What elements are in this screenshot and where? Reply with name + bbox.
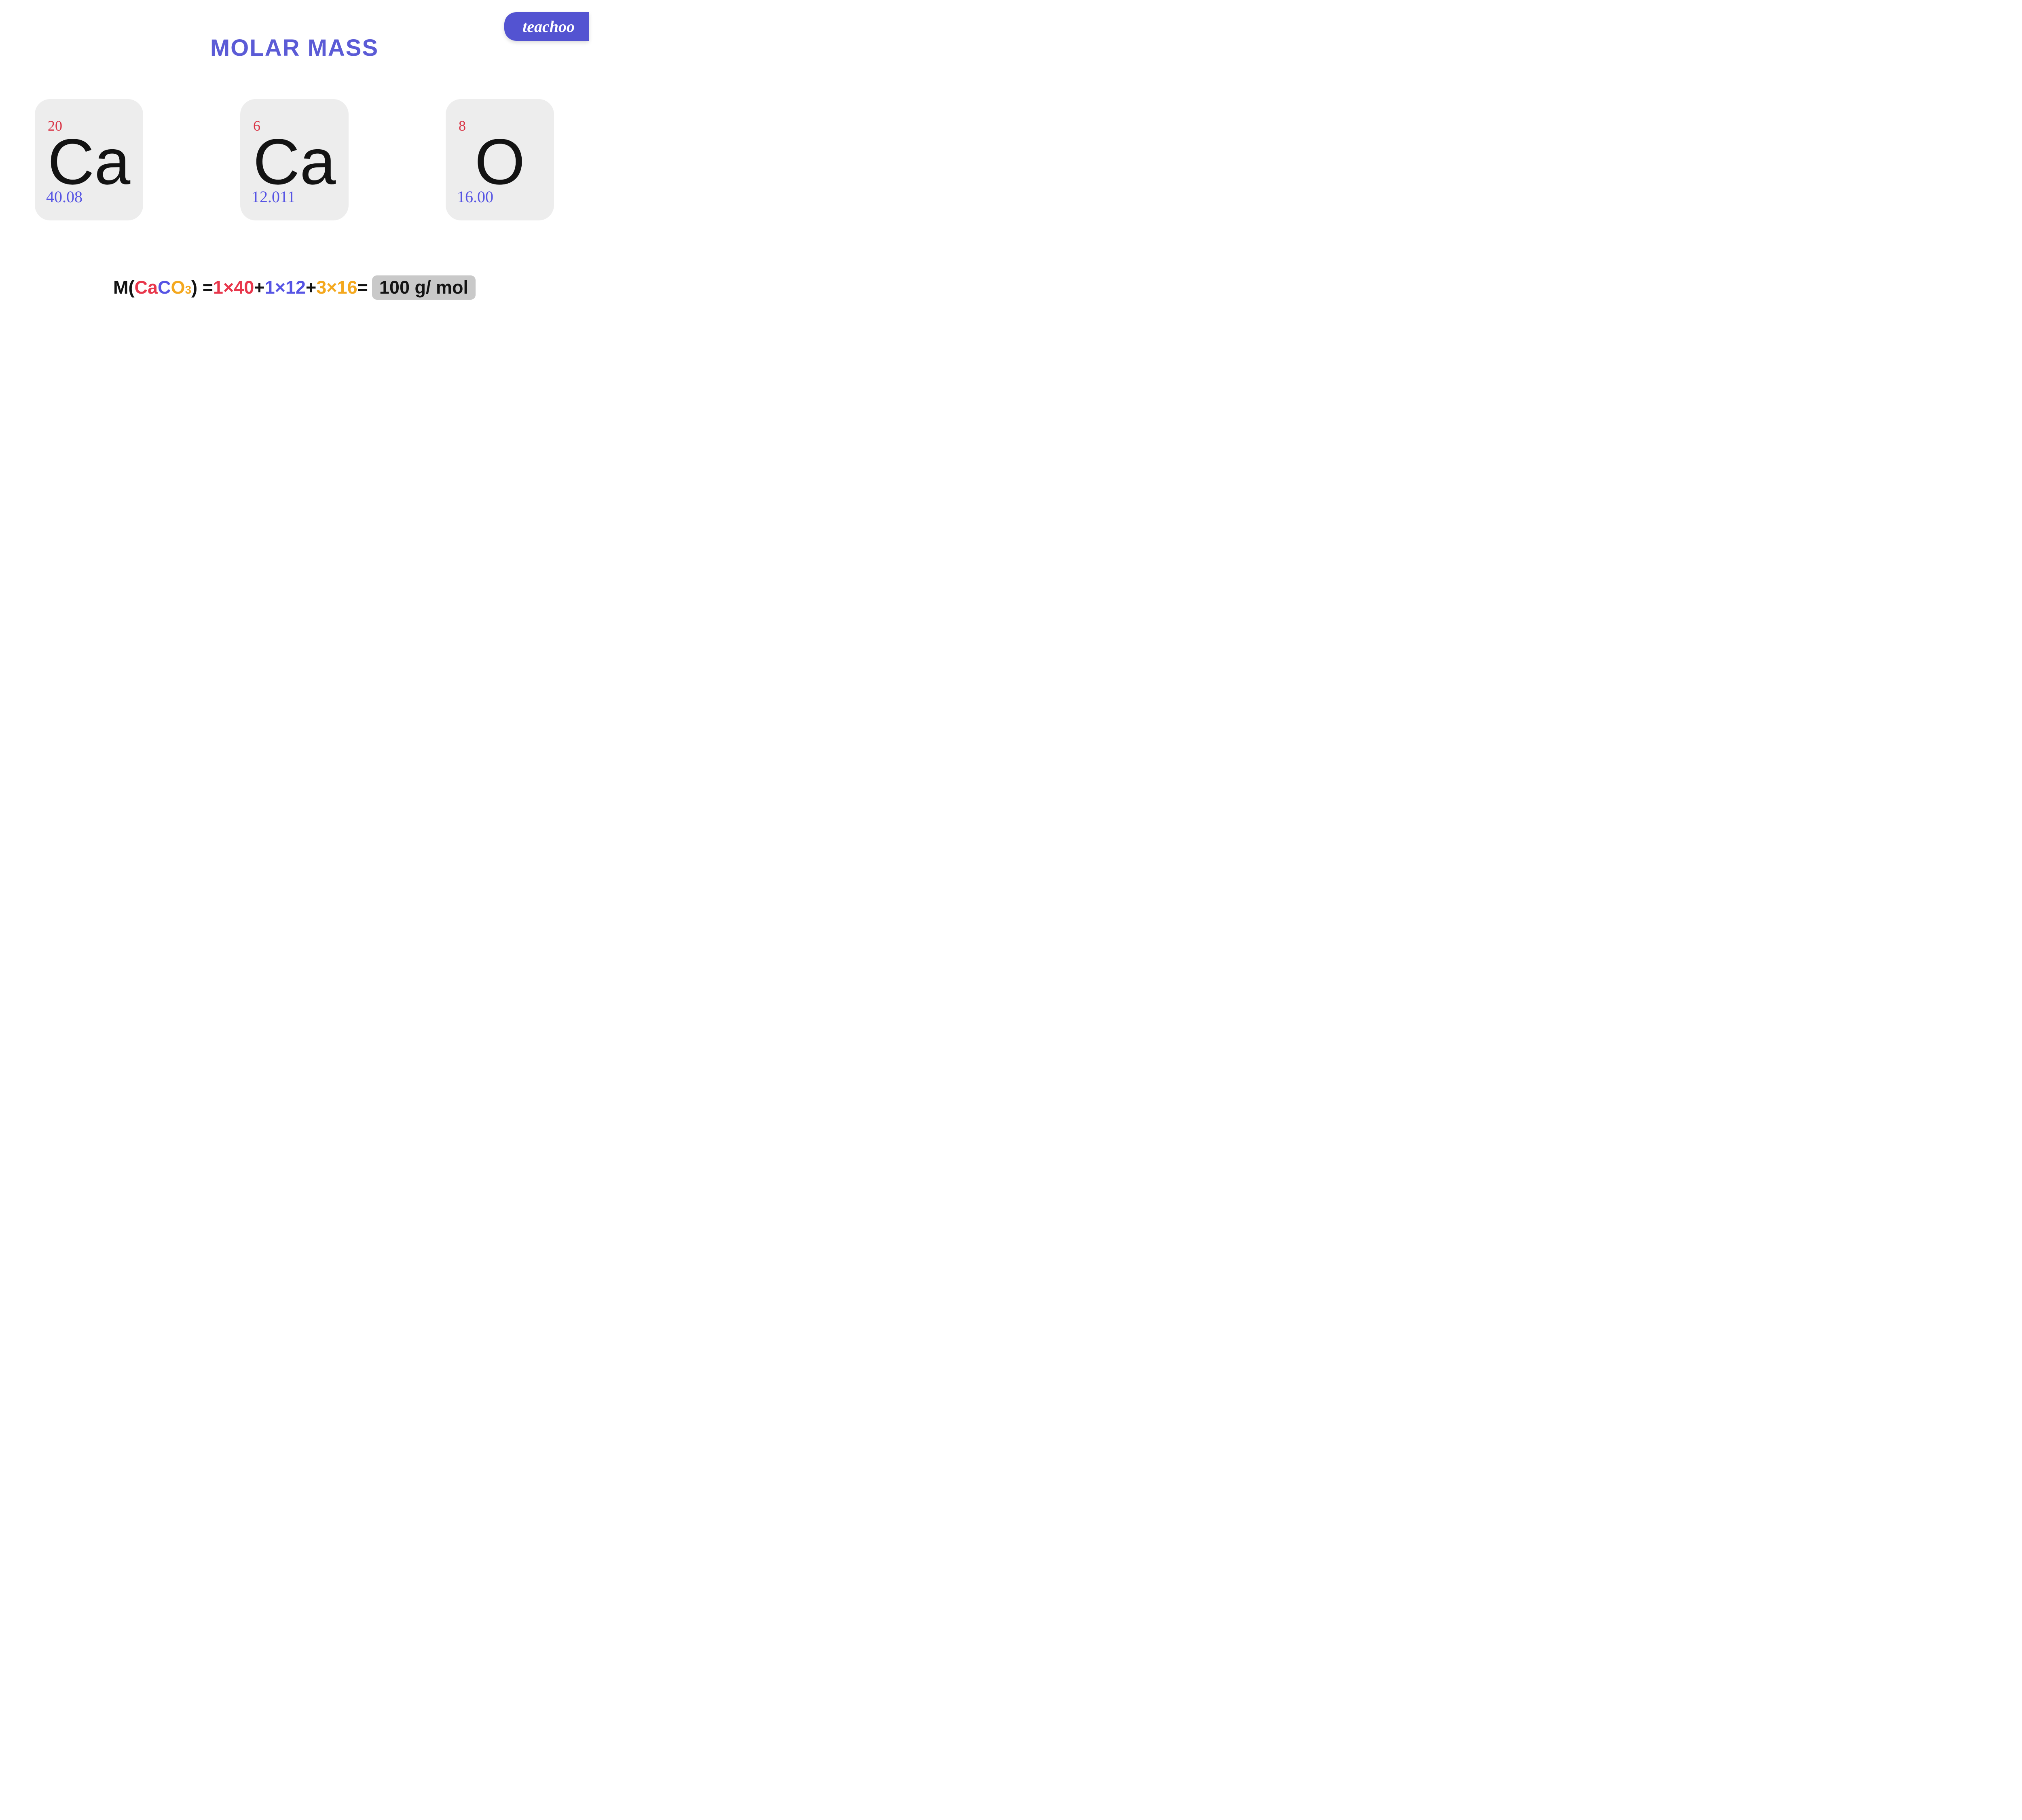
eq-formula-subscript: 3 [185,284,192,296]
atomic-mass: 16.00 [457,187,493,206]
molar-mass-equation: M(CaCO3) = 1 × 40 + 1 × 12 + 3 × 16 = 10… [113,275,476,300]
atomic-number: 20 [48,117,62,134]
atomic-mass: 12.011 [252,187,296,206]
eq-times: × [326,277,337,298]
eq-term3-mass: 16 [337,277,357,298]
element-symbol: O [475,129,525,194]
element-card-carbon: 6 Ca 12.011 [240,99,349,220]
eq-formula-c: C [158,277,171,298]
atomic-mass: 40.08 [46,187,82,206]
eq-term1-mass: 40 [234,277,254,298]
eq-times: × [275,277,286,298]
eq-formula-o: O [171,277,185,298]
eq-prefix: M( [113,277,134,298]
element-symbol: Ca [253,129,336,194]
atomic-number: 8 [459,117,466,134]
eq-plus: + [254,277,264,298]
eq-term2-mass: 12 [286,277,306,298]
eq-term1-count: 1 [213,277,223,298]
element-card-calcium: 20 Ca 40.08 [35,99,143,220]
eq-formula-ca: Ca [135,277,158,298]
logo-badge: teachoo [504,12,589,41]
eq-plus: + [306,277,316,298]
eq-times: × [223,277,234,298]
eq-result: 100 g/ mol [372,275,476,300]
eq-term2-count: 1 [265,277,275,298]
eq-term3-count: 3 [316,277,326,298]
element-symbol: Ca [48,129,131,194]
elements-row: 20 Ca 40.08 6 Ca 12.011 8 O 16.00 [32,99,557,220]
eq-equals: = [357,277,368,298]
element-card-oxygen: 8 O 16.00 [446,99,554,220]
page-title: MOLAR MASS [210,34,379,61]
eq-close: ) = [191,277,213,298]
atomic-number: 6 [253,117,260,134]
